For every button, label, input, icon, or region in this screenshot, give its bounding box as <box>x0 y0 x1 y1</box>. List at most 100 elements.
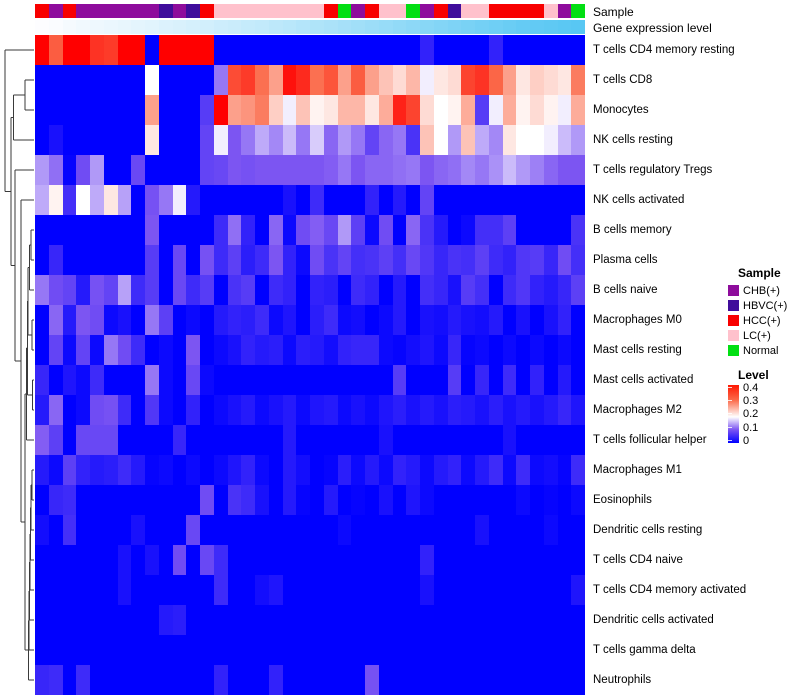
level-color-scale <box>728 385 739 443</box>
heatmap-cell <box>571 395 585 425</box>
heatmap-cell <box>433 455 448 485</box>
heatmap-cell <box>296 65 310 95</box>
heatmap-cell <box>351 635 365 665</box>
heatmap-cell <box>351 185 365 215</box>
heatmap-row <box>35 35 585 65</box>
heatmap-cell <box>406 65 420 95</box>
heatmap-cell <box>378 155 393 185</box>
heatmap-cell <box>543 35 558 65</box>
row-label: Dendritic cells resting <box>593 524 703 536</box>
heatmap-cell <box>296 365 310 395</box>
heatmap-cell <box>117 455 132 485</box>
heatmap-cell <box>420 515 434 545</box>
heatmap-cell <box>62 185 77 215</box>
heatmap-row <box>35 245 585 275</box>
heatmap-cell <box>543 635 558 665</box>
heatmap-cell <box>571 65 585 95</box>
sample-annotation-cell <box>502 4 517 18</box>
heatmap-cell <box>103 335 118 365</box>
row-label: B cells naive <box>593 284 658 296</box>
heatmap-cell <box>145 605 159 635</box>
heatmap-cell <box>62 455 77 485</box>
heatmap-cell <box>186 95 200 125</box>
heatmap-cell <box>323 305 338 335</box>
heatmap-cell <box>282 635 297 665</box>
heatmap-cell <box>62 215 77 245</box>
heatmap-cell <box>571 485 585 515</box>
heatmap-cell <box>502 35 517 65</box>
heatmap-cell <box>433 395 448 425</box>
heatmap-cell <box>406 515 420 545</box>
heatmap-cell <box>571 185 585 215</box>
heatmap-cell <box>461 575 475 605</box>
heatmap-cell <box>530 65 544 95</box>
heatmap-cell <box>543 215 558 245</box>
heatmap-cell <box>213 605 228 635</box>
heatmap-cell <box>117 575 132 605</box>
heatmap-cell <box>337 35 352 65</box>
heatmap-cell <box>433 635 448 665</box>
heatmap-cell <box>571 425 585 455</box>
heatmap-cell <box>172 95 187 125</box>
heatmap-cell <box>172 485 187 515</box>
heatmap-cell <box>227 665 242 695</box>
heatmap-cell <box>158 605 173 635</box>
heatmap-cell <box>406 635 420 665</box>
heatmap-cell <box>62 425 77 455</box>
heatmap-cell <box>62 35 77 65</box>
heatmap-cell <box>76 365 90 395</box>
heatmap-cell <box>516 635 530 665</box>
row-label: Macrophages M0 <box>593 314 682 326</box>
heatmap-cell <box>48 425 63 455</box>
heatmap-cell <box>323 425 338 455</box>
heatmap-cell <box>516 485 530 515</box>
heatmap-cell <box>571 455 585 485</box>
heatmap-cell <box>241 155 255 185</box>
heatmap-cell <box>241 545 255 575</box>
heatmap-row <box>35 545 585 575</box>
heatmap-cell <box>543 185 558 215</box>
heatmap-cell <box>186 455 200 485</box>
heatmap-cell <box>502 395 517 425</box>
heatmap-cell <box>145 635 159 665</box>
heatmap-cell <box>571 335 585 365</box>
sample-legend-item: LC(+) <box>728 328 800 343</box>
heatmap-row <box>35 575 585 605</box>
heatmap-cell <box>213 665 228 695</box>
heatmap-cell <box>447 95 462 125</box>
heatmap-cell <box>543 575 558 605</box>
heatmap-cell <box>35 575 49 605</box>
heatmap-cell <box>241 35 255 65</box>
heatmap-cell <box>557 425 572 455</box>
heatmap-cell <box>323 395 338 425</box>
heatmap-cell <box>433 515 448 545</box>
heatmap-cell <box>172 305 187 335</box>
expression-annotation-cell <box>241 20 255 34</box>
heatmap-cell <box>447 485 462 515</box>
heatmap-row <box>35 335 585 365</box>
heatmap-cell <box>475 635 489 665</box>
expression-annotation-cell <box>213 20 228 34</box>
expression-annotation-cell <box>76 20 90 34</box>
expression-annotation-cell <box>296 20 310 34</box>
heatmap-cell <box>213 365 228 395</box>
heatmap-cell <box>103 275 118 305</box>
heatmap-cell <box>420 455 434 485</box>
heatmap-cell <box>475 455 489 485</box>
heatmap-cell <box>172 215 187 245</box>
heatmap-cell <box>172 275 187 305</box>
heatmap-cell <box>200 455 214 485</box>
heatmap-cell <box>103 485 118 515</box>
heatmap-cell <box>516 95 530 125</box>
heatmap-cell <box>378 665 393 695</box>
heatmap-cell <box>200 365 214 395</box>
heatmap-cell <box>268 95 283 125</box>
legend-item-label: LC(+) <box>743 329 771 342</box>
expression-annotation-cell <box>35 20 49 34</box>
heatmap-cell <box>488 185 503 215</box>
heatmap-cell <box>461 305 475 335</box>
heatmap-row <box>35 185 585 215</box>
heatmap-cell <box>255 335 269 365</box>
heatmap-cell <box>337 575 352 605</box>
heatmap-cell <box>131 635 145 665</box>
